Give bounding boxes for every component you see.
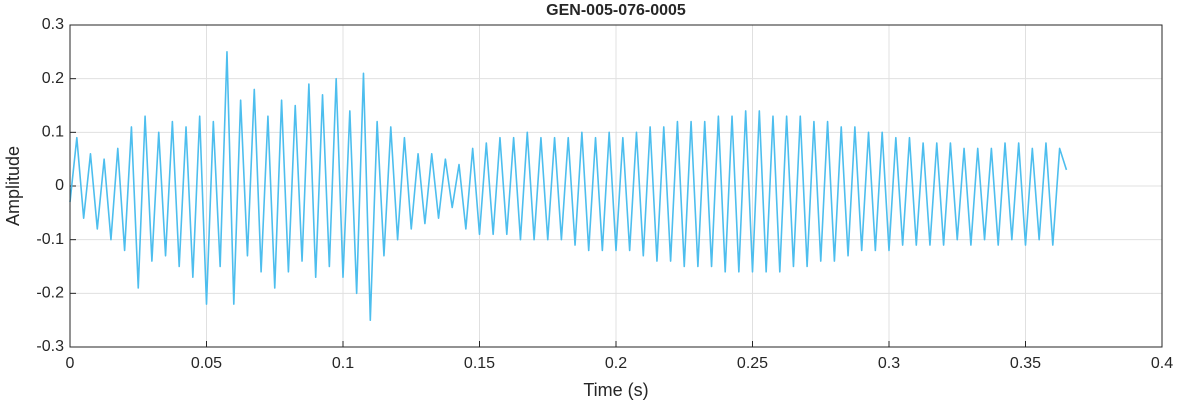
x-tick-label: 0.2 xyxy=(605,355,627,372)
y-tick-label: -0.2 xyxy=(36,285,64,302)
x-tick-label: 0.25 xyxy=(737,355,768,372)
y-tick-label: 0.3 xyxy=(42,16,64,33)
x-tick-label: 0.05 xyxy=(191,355,222,372)
chart-title: GEN-005-076-0005 xyxy=(546,2,686,19)
waveform-line xyxy=(69,51,1068,321)
x-tick-label: 0.4 xyxy=(1151,355,1173,372)
y-tick-label: -0.1 xyxy=(36,231,64,248)
x-tick-label: 0 xyxy=(66,355,75,372)
x-tick-label: 0.15 xyxy=(464,355,495,372)
y-tick-label: 0 xyxy=(55,177,64,194)
y-tick-label: 0.2 xyxy=(42,70,64,87)
plot-frame xyxy=(69,24,1163,348)
x-tick-label: 0.35 xyxy=(1010,355,1041,372)
x-tick-label: 0.1 xyxy=(332,355,354,372)
x-axis-label: Time (s) xyxy=(583,380,648,400)
y-tick-label: -0.3 xyxy=(36,338,64,355)
y-tick-label: 0.1 xyxy=(42,124,64,141)
x-tick-label: 0.3 xyxy=(878,355,900,372)
y-axis-label: Amplitude xyxy=(3,146,23,226)
